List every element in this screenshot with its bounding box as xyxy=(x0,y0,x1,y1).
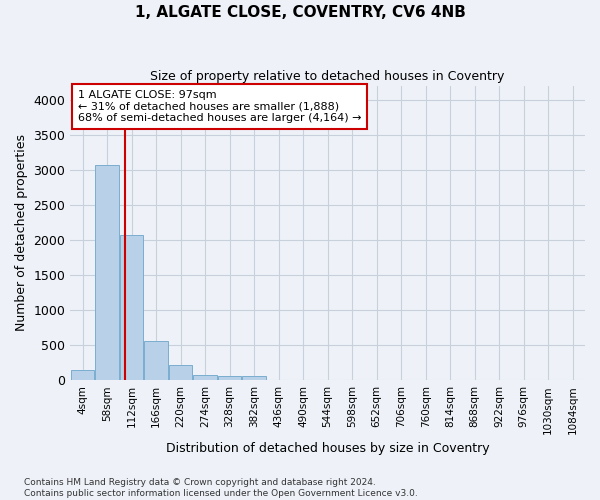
Bar xyxy=(218,376,241,380)
Y-axis label: Number of detached properties: Number of detached properties xyxy=(15,134,28,332)
Bar xyxy=(145,341,168,380)
Bar xyxy=(95,165,119,380)
X-axis label: Distribution of detached houses by size in Coventry: Distribution of detached houses by size … xyxy=(166,442,490,455)
Title: Size of property relative to detached houses in Coventry: Size of property relative to detached ho… xyxy=(151,70,505,83)
Bar xyxy=(242,376,266,380)
Bar xyxy=(193,375,217,380)
Text: 1, ALGATE CLOSE, COVENTRY, CV6 4NB: 1, ALGATE CLOSE, COVENTRY, CV6 4NB xyxy=(134,5,466,20)
Bar xyxy=(169,366,192,380)
Bar xyxy=(71,370,94,380)
Bar xyxy=(120,235,143,380)
Text: Contains HM Land Registry data © Crown copyright and database right 2024.
Contai: Contains HM Land Registry data © Crown c… xyxy=(24,478,418,498)
Text: 1 ALGATE CLOSE: 97sqm
← 31% of detached houses are smaller (1,888)
68% of semi-d: 1 ALGATE CLOSE: 97sqm ← 31% of detached … xyxy=(78,90,362,123)
